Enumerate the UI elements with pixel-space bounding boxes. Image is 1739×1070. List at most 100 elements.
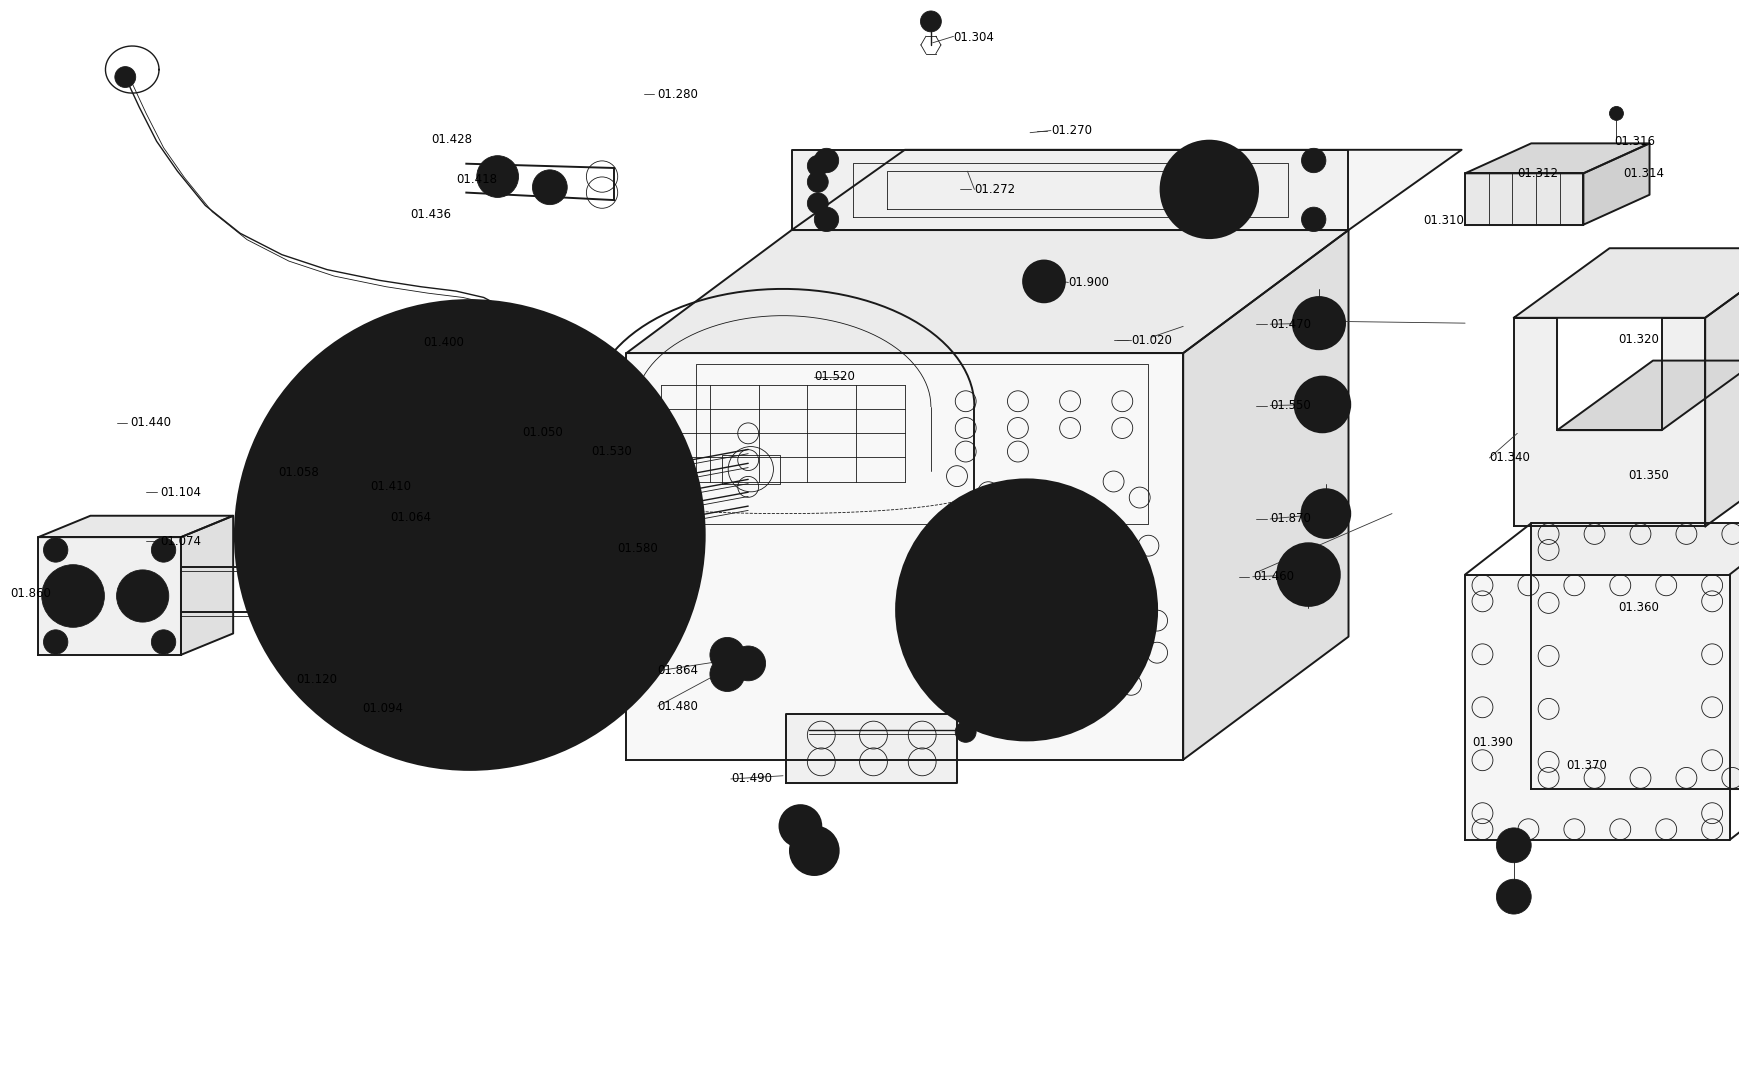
Circle shape: [1016, 671, 1036, 692]
Text: 01.320: 01.320: [1617, 333, 1657, 346]
Polygon shape: [1513, 248, 1739, 318]
Circle shape: [43, 630, 68, 654]
Circle shape: [1073, 661, 1096, 683]
Circle shape: [362, 456, 386, 479]
Circle shape: [390, 464, 417, 492]
Text: 01.418: 01.418: [456, 173, 497, 186]
Circle shape: [790, 826, 838, 875]
Circle shape: [510, 362, 534, 386]
Polygon shape: [626, 353, 1183, 760]
Text: 01.490: 01.490: [730, 773, 772, 785]
Circle shape: [814, 208, 838, 231]
Text: 01.340: 01.340: [1489, 452, 1529, 464]
Circle shape: [285, 421, 310, 445]
Circle shape: [1005, 575, 1075, 645]
Text: 01.530: 01.530: [591, 445, 631, 458]
Circle shape: [452, 320, 487, 354]
Circle shape: [43, 538, 68, 562]
Text: 01.074: 01.074: [160, 535, 202, 548]
Text: 01.864: 01.864: [657, 664, 699, 677]
Circle shape: [424, 494, 445, 516]
Circle shape: [553, 672, 577, 697]
Text: 01.312: 01.312: [1516, 167, 1558, 180]
Polygon shape: [1464, 575, 1729, 840]
Circle shape: [151, 538, 176, 562]
Polygon shape: [1582, 143, 1649, 225]
Circle shape: [668, 452, 689, 473]
Circle shape: [235, 300, 704, 770]
Circle shape: [476, 155, 518, 198]
Circle shape: [807, 171, 828, 193]
Text: 01.480: 01.480: [657, 700, 697, 713]
Text: 01.020: 01.020: [1130, 334, 1170, 347]
Text: 01.064: 01.064: [390, 511, 431, 524]
Circle shape: [956, 537, 977, 559]
Text: 01.860: 01.860: [10, 587, 50, 600]
Circle shape: [1609, 106, 1622, 121]
Circle shape: [473, 688, 497, 713]
Text: 01.436: 01.436: [410, 208, 452, 220]
Circle shape: [290, 660, 318, 688]
Text: 01.094: 01.094: [362, 702, 403, 715]
Text: 01.120: 01.120: [296, 673, 337, 686]
Text: 01.058: 01.058: [278, 467, 318, 479]
Circle shape: [117, 570, 169, 622]
Circle shape: [240, 540, 264, 565]
Text: 01.440: 01.440: [130, 416, 172, 429]
Text: 01.310: 01.310: [1423, 214, 1462, 227]
Circle shape: [1294, 377, 1349, 432]
Circle shape: [915, 636, 936, 656]
Polygon shape: [791, 150, 1461, 230]
Circle shape: [621, 633, 645, 658]
Text: 01.270: 01.270: [1050, 124, 1092, 137]
Circle shape: [956, 661, 977, 683]
Circle shape: [673, 494, 697, 518]
Text: 01.520: 01.520: [814, 370, 854, 383]
Circle shape: [316, 649, 341, 674]
Circle shape: [1496, 880, 1530, 914]
Circle shape: [1301, 208, 1325, 231]
Circle shape: [264, 600, 289, 625]
Text: 01.580: 01.580: [617, 542, 657, 555]
Circle shape: [1160, 140, 1257, 239]
Circle shape: [586, 388, 610, 413]
Polygon shape: [247, 362, 692, 708]
Text: 01.350: 01.350: [1628, 469, 1668, 482]
Circle shape: [1496, 828, 1530, 862]
Text: 01.870: 01.870: [1269, 513, 1309, 525]
Text: 01.314: 01.314: [1622, 167, 1664, 180]
Text: 01.050: 01.050: [522, 426, 562, 439]
Text: 01.390: 01.390: [1471, 736, 1511, 749]
Text: 01.410: 01.410: [370, 480, 412, 493]
Polygon shape: [38, 516, 233, 537]
Circle shape: [1116, 564, 1137, 584]
Circle shape: [532, 170, 567, 204]
Polygon shape: [1530, 523, 1739, 789]
Text: 01.550: 01.550: [1269, 399, 1309, 412]
Circle shape: [426, 358, 450, 383]
Polygon shape: [1464, 173, 1582, 225]
Text: 01.370: 01.370: [1565, 759, 1605, 771]
Circle shape: [668, 494, 689, 516]
Circle shape: [1132, 599, 1153, 621]
Circle shape: [920, 11, 941, 32]
Circle shape: [663, 580, 687, 603]
Text: 01.304: 01.304: [953, 31, 993, 44]
Polygon shape: [626, 230, 1348, 353]
Circle shape: [417, 450, 609, 641]
Circle shape: [1301, 489, 1349, 538]
Circle shape: [807, 193, 828, 214]
Circle shape: [330, 396, 609, 674]
Circle shape: [42, 565, 104, 627]
Circle shape: [814, 149, 838, 172]
Circle shape: [668, 482, 689, 503]
Polygon shape: [791, 150, 1348, 230]
Polygon shape: [591, 471, 661, 596]
Text: 01.272: 01.272: [974, 183, 1016, 196]
Circle shape: [1116, 636, 1137, 656]
Polygon shape: [181, 516, 233, 655]
Polygon shape: [1704, 248, 1739, 526]
Circle shape: [1016, 528, 1036, 549]
Polygon shape: [1464, 143, 1649, 173]
Circle shape: [390, 681, 414, 705]
